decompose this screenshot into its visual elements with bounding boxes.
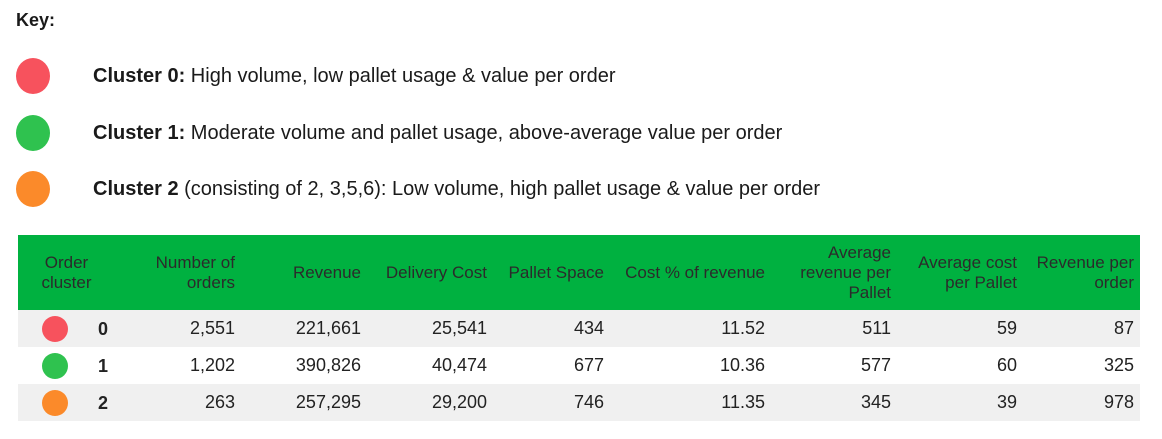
delivery-cost-cell: 25,541 <box>367 310 493 347</box>
column-header-pallet-space: Pallet Space <box>493 235 610 310</box>
cluster-summary-table: Order cluster Number of orders Revenue D… <box>18 235 1140 421</box>
key-item-label: Cluster 0: <box>93 65 186 87</box>
delivery-cost-cell: 40,474 <box>367 347 493 384</box>
table-row: 2 263 257,295 29,200 746 11.35 345 39 97… <box>18 384 1140 421</box>
key-item-description: Cluster 1: Moderate volume and pallet us… <box>93 122 782 145</box>
key-item-cluster-1: Cluster 1: Moderate volume and pallet us… <box>0 113 1162 153</box>
revenue-cell: 221,661 <box>241 310 367 347</box>
column-header-delivery-cost: Delivery Cost <box>367 235 493 310</box>
avg-cost-pallet-cell: 39 <box>897 384 1023 421</box>
avg-revenue-pallet-cell: 511 <box>771 310 897 347</box>
red-circle-icon <box>42 316 68 342</box>
revenue-per-order-cell: 325 <box>1023 347 1140 384</box>
key-item-label: Cluster 2 <box>93 178 179 200</box>
column-header-cost-pct: Cost % of revenue <box>610 235 771 310</box>
key-item-text: High volume, low pallet usage & value pe… <box>185 65 616 87</box>
cluster-id: 0 <box>98 319 109 339</box>
cluster-table-container: Order cluster Number of orders Revenue D… <box>18 235 1140 421</box>
delivery-cost-cell: 29,200 <box>367 384 493 421</box>
cluster-id: 1 <box>98 356 109 376</box>
avg-cost-pallet-cell: 60 <box>897 347 1023 384</box>
revenue-per-order-cell: 978 <box>1023 384 1140 421</box>
key-item-cluster-2: Cluster 2 (consisting of 2, 3,5,6): Low … <box>0 169 1162 209</box>
avg-cost-pallet-cell: 59 <box>897 310 1023 347</box>
revenue-cell: 390,826 <box>241 347 367 384</box>
avg-revenue-pallet-cell: 577 <box>771 347 897 384</box>
revenue-cell: 257,295 <box>241 384 367 421</box>
red-circle-icon <box>16 58 50 94</box>
cluster-cell: 2 <box>18 384 115 421</box>
table-row: 0 2,551 221,661 25,541 434 11.52 511 59 … <box>18 310 1140 347</box>
green-circle-icon <box>16 115 50 151</box>
pallet-space-cell: 677 <box>493 347 610 384</box>
revenue-per-order-cell: 87 <box>1023 310 1140 347</box>
orders-cell: 2,551 <box>115 310 241 347</box>
cost-pct-cell: 11.52 <box>610 310 771 347</box>
orange-circle-icon <box>42 390 68 416</box>
table-row: 1 1,202 390,826 40,474 677 10.36 577 60 … <box>18 347 1140 384</box>
key-item-label: Cluster 1: <box>93 122 186 144</box>
green-circle-icon <box>42 353 68 379</box>
column-header-number-of-orders: Number of orders <box>115 235 241 310</box>
pallet-space-cell: 746 <box>493 384 610 421</box>
column-header-revenue-per-order: Revenue per order <box>1023 235 1140 310</box>
cluster-cell: 1 <box>18 347 115 384</box>
key-item-cluster-0: Cluster 0: High volume, low pallet usage… <box>0 56 1162 96</box>
cluster-cell: 0 <box>18 310 115 347</box>
column-header-revenue: Revenue <box>241 235 367 310</box>
key-item-description: Cluster 0: High volume, low pallet usage… <box>93 65 615 88</box>
column-header-avg-revenue-pallet: Average revenue per Pallet <box>771 235 897 310</box>
pallet-space-cell: 434 <box>493 310 610 347</box>
key-item-description: Cluster 2 (consisting of 2, 3,5,6): Low … <box>93 178 820 201</box>
key-title: Key: <box>16 10 56 30</box>
key-item-text: (consisting of 2, 3,5,6): Low volume, hi… <box>178 178 821 200</box>
key-item-text: Moderate volume and pallet usage, above-… <box>185 122 783 144</box>
avg-revenue-pallet-cell: 345 <box>771 384 897 421</box>
orders-cell: 1,202 <box>115 347 241 384</box>
cluster-id: 2 <box>98 393 109 413</box>
orange-circle-icon <box>16 171 50 207</box>
column-header-avg-cost-pallet: Average cost per Pallet <box>897 235 1023 310</box>
column-header-order-cluster: Order cluster <box>18 235 115 310</box>
cost-pct-cell: 11.35 <box>610 384 771 421</box>
table-header-row: Order cluster Number of orders Revenue D… <box>18 235 1140 310</box>
cost-pct-cell: 10.36 <box>610 347 771 384</box>
orders-cell: 263 <box>115 384 241 421</box>
